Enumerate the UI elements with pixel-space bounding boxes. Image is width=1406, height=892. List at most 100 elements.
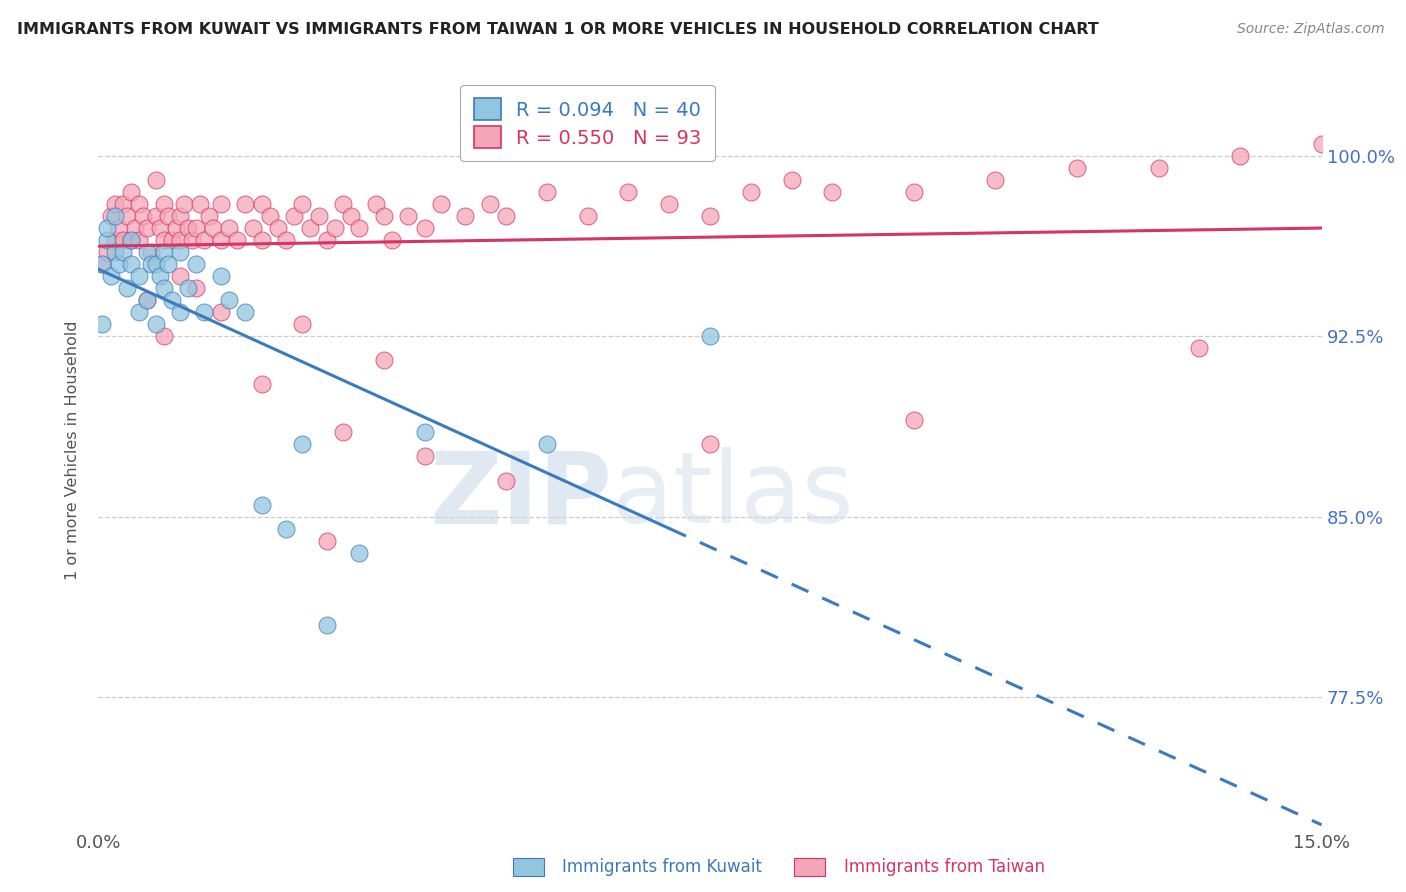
Point — [381, 233, 404, 247]
Point — [104, 244, 127, 259]
Point — [274, 233, 297, 247]
Point — [250, 196, 273, 211]
Point — [1229, 148, 1251, 162]
Text: ZIP: ZIP — [429, 448, 612, 544]
Point — [274, 522, 297, 536]
Point — [780, 172, 803, 186]
Point — [115, 281, 138, 295]
Point — [145, 257, 167, 271]
Point — [136, 293, 159, 307]
Point — [536, 185, 558, 199]
Point — [250, 377, 273, 392]
Point — [169, 305, 191, 319]
Point — [413, 220, 436, 235]
Point — [152, 244, 174, 259]
Point — [108, 220, 131, 235]
Point — [332, 196, 354, 211]
Point — [160, 233, 183, 247]
Point — [315, 233, 337, 247]
Point — [160, 293, 183, 307]
Point — [454, 209, 477, 223]
Point — [152, 281, 174, 295]
Point — [1310, 136, 1333, 151]
Point — [136, 293, 159, 307]
Point — [120, 233, 142, 247]
Point — [364, 196, 387, 211]
Point — [104, 233, 127, 247]
Point — [188, 196, 212, 211]
Point — [169, 244, 191, 259]
Point — [156, 257, 179, 271]
Point — [259, 209, 281, 223]
Point — [128, 233, 150, 247]
Text: atlas: atlas — [612, 448, 853, 544]
Point — [91, 257, 114, 271]
Point — [478, 196, 501, 211]
Point — [209, 233, 232, 247]
Point — [152, 196, 174, 211]
Point — [495, 474, 517, 488]
Point — [291, 437, 314, 451]
Point — [267, 220, 290, 235]
Text: IMMIGRANTS FROM KUWAIT VS IMMIGRANTS FROM TAIWAN 1 OR MORE VEHICLES IN HOUSEHOLD: IMMIGRANTS FROM KUWAIT VS IMMIGRANTS FRO… — [17, 22, 1098, 37]
Point — [96, 220, 118, 235]
Point — [165, 220, 187, 235]
Point — [120, 257, 142, 271]
Point — [323, 220, 346, 235]
Point — [740, 185, 762, 199]
Point — [1147, 161, 1170, 175]
Point — [149, 268, 172, 283]
Point — [100, 268, 122, 283]
Point — [149, 220, 172, 235]
Point — [332, 425, 354, 440]
Y-axis label: 1 or more Vehicles in Household: 1 or more Vehicles in Household — [65, 321, 80, 580]
Point — [120, 233, 142, 247]
Point — [177, 220, 200, 235]
Point — [1188, 341, 1211, 355]
Point — [96, 233, 118, 247]
Point — [373, 353, 395, 368]
Point — [186, 257, 208, 271]
Point — [193, 233, 215, 247]
Point — [108, 257, 131, 271]
Text: Immigrants from Kuwait: Immigrants from Kuwait — [562, 858, 762, 876]
Point — [193, 305, 215, 319]
Point — [128, 305, 150, 319]
Point — [181, 233, 204, 247]
Point — [250, 233, 273, 247]
Point — [536, 437, 558, 451]
Point — [111, 244, 134, 259]
Point — [136, 220, 159, 235]
Point — [299, 220, 322, 235]
Point — [903, 185, 925, 199]
Point — [177, 281, 200, 295]
Point — [291, 317, 314, 331]
Point — [145, 209, 167, 223]
Point — [120, 185, 142, 199]
Text: Source: ZipAtlas.com: Source: ZipAtlas.com — [1237, 22, 1385, 37]
Point — [141, 257, 163, 271]
Point — [315, 618, 337, 632]
Point — [91, 257, 114, 271]
Point — [430, 196, 453, 211]
Point — [209, 196, 232, 211]
Point — [169, 268, 191, 283]
Point — [413, 425, 436, 440]
Point — [209, 268, 232, 283]
Point — [396, 209, 419, 223]
Point — [984, 172, 1007, 186]
Point — [186, 220, 208, 235]
Point — [373, 209, 395, 223]
Point — [308, 209, 330, 223]
Point — [349, 546, 371, 560]
Point — [495, 209, 517, 223]
Point — [283, 209, 305, 223]
Point — [315, 533, 337, 548]
Point — [197, 209, 219, 223]
Point — [903, 413, 925, 427]
Point — [617, 185, 640, 199]
Point — [111, 196, 134, 211]
Point — [1066, 161, 1088, 175]
Point — [699, 209, 721, 223]
Point — [250, 498, 273, 512]
